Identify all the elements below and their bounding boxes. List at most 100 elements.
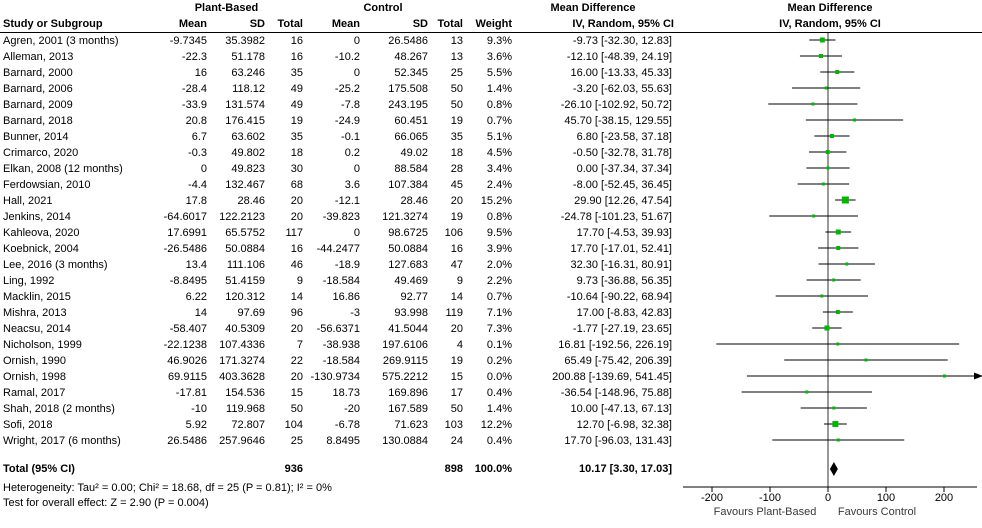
pb-sd-cell: 118.12 xyxy=(232,83,265,95)
name-cell: Nicholson, 1999 xyxy=(3,339,82,351)
c-sd-cell: 243.195 xyxy=(388,99,428,111)
pb-total-cell: 50 xyxy=(290,403,303,415)
pb-mean-cell: -0.3 xyxy=(188,147,207,159)
c-sd-cell: 49.469 xyxy=(394,275,428,287)
total-weight: 100.0% xyxy=(474,463,512,475)
c-mean-cell: -24.9 xyxy=(334,115,360,127)
c-sd-cell: 49.02 xyxy=(400,147,428,159)
weight-cell: 5.5% xyxy=(486,67,512,79)
ci-cell: 29.90 [12.26, 47.54] xyxy=(574,195,672,207)
name-cell: Barnard, 2000 xyxy=(3,67,73,79)
weight-cell: 1.4% xyxy=(486,403,512,415)
name-cell: Shah, 2018 (2 months) xyxy=(3,403,115,415)
weight-cell: 9.3% xyxy=(486,35,512,47)
pb-mean-cell: 17.8 xyxy=(185,195,207,207)
weight-cell: 0.4% xyxy=(486,435,512,447)
md-column-subtitle: IV, Random, 95% CI xyxy=(572,18,674,30)
pb-sd-cell: 72.807 xyxy=(231,419,265,431)
pb-sd-cell: 51.4159 xyxy=(225,275,265,287)
c-total-cell: 106 xyxy=(444,227,463,239)
axis-tick-label: 100 xyxy=(877,492,895,504)
favours-right-label: Favours Control xyxy=(838,506,916,518)
pb-sd-cell: 119.968 xyxy=(226,403,265,415)
name-cell: Neacsu, 2014 xyxy=(3,323,71,335)
column-group-experimental: Plant-Based xyxy=(194,2,259,14)
pb-sd-cell: 49.802 xyxy=(231,147,265,159)
pb-total-cell: 9 xyxy=(296,275,303,287)
pb-mean-cell: 13.4 xyxy=(185,259,207,271)
pb-total-cell: 35 xyxy=(290,131,303,143)
pb-mean-cell: -9.7345 xyxy=(169,35,207,47)
table-row: Barnard, 2000 16 63.246 35 0 52.345 25 5.5% 16.0… xyxy=(0,65,982,81)
name-cell: Ling, 1992 xyxy=(3,275,55,287)
ci-cell: 17.70 [-4.53, 39.93] xyxy=(576,227,672,239)
c-total-cell: 45 xyxy=(450,179,463,191)
weight-cell: 15.2% xyxy=(480,195,512,207)
name-cell: Lee, 2016 (3 months) xyxy=(3,259,108,271)
c-sd-cell: 50.0884 xyxy=(388,243,428,255)
table-row: Kahleova, 2020 17.6991 65.5752 117 0 98.6725 1… xyxy=(0,225,982,241)
c-mean-cell: -18.584 xyxy=(322,355,360,367)
name-cell: Ornish, 1998 xyxy=(3,371,66,383)
pb-total-cell: 25 xyxy=(290,435,303,447)
axis-tick-label: -100 xyxy=(759,492,781,504)
ci-cell: 10.00 [-47.13, 67.13] xyxy=(570,403,672,415)
pb-mean-header: Mean xyxy=(178,18,207,30)
ci-cell: 45.70 [-38.15, 129.55] xyxy=(564,115,672,127)
pb-sd-cell: 403.3628 xyxy=(219,371,265,383)
pb-mean-cell: 16 xyxy=(194,67,207,79)
c-sd-cell: 48.267 xyxy=(394,51,428,63)
effect-marker xyxy=(824,325,830,331)
pb-sd-cell: 154.536 xyxy=(225,387,265,399)
forest-plot-svg: -200 -100 0 100 200 Favours Plant-Based Favour… xyxy=(683,33,982,518)
c-mean-cell: -39.823 xyxy=(322,211,360,223)
pb-mean-cell: 17.6991 xyxy=(167,227,207,239)
c-total-cell: 50 xyxy=(450,99,463,111)
pb-sd-cell: 51.178 xyxy=(231,51,265,63)
name-cell: Crimarco, 2020 xyxy=(3,147,79,159)
ci-cell: 9.73 [-36.88, 56.35] xyxy=(576,275,672,287)
weight-cell: 0.8% xyxy=(486,99,512,111)
name-cell: Koebnick, 2004 xyxy=(3,243,79,255)
c-mean-cell: -18.584 xyxy=(322,275,360,287)
c-total-cell: 16 xyxy=(450,243,463,255)
heterogeneity-text: Heterogeneity: Tau² = 0.00; Chi² = 18.68… xyxy=(3,482,332,494)
axis-tick-label: -200 xyxy=(701,492,723,504)
name-cell: Bunner, 2014 xyxy=(3,131,69,143)
c-total-cell: 119 xyxy=(445,307,463,319)
axis-tick-label: 200 xyxy=(935,492,953,504)
effect-marker xyxy=(841,196,849,204)
plot-subtitle: IV, Random, 95% CI xyxy=(779,18,881,30)
ci-cell: 17.70 [-96.03, 131.43] xyxy=(564,435,672,447)
c-total-cell: 25 xyxy=(450,67,463,79)
md-column-title: Mean Difference xyxy=(550,2,636,14)
ci-cell: 16.81 [-192.56, 226.19] xyxy=(558,339,672,351)
c-total-cell: 20 xyxy=(450,195,463,207)
name-cell: Hall, 2021 xyxy=(3,195,53,207)
ci-cell: -24.78 [-101.23, 51.67] xyxy=(560,211,672,223)
pb-total-header: Total xyxy=(277,18,303,30)
c-sd-cell: 575.2212 xyxy=(382,371,428,383)
c-sd-cell: 269.9115 xyxy=(382,355,428,367)
ci-cell: -8.00 [-52.45, 36.45] xyxy=(572,179,672,191)
c-total-cell: 18 xyxy=(450,147,463,159)
name-cell: Mishra, 2013 xyxy=(3,307,67,319)
pb-total-cell: 20 xyxy=(290,195,303,207)
effect-marker xyxy=(836,438,840,442)
name-cell: Barnard, 2018 xyxy=(3,115,73,127)
c-sd-header: SD xyxy=(412,18,428,30)
pb-mean-cell: 6.7 xyxy=(191,131,207,143)
pb-sd-cell: 49.823 xyxy=(231,163,265,175)
pb-total-cell: 20 xyxy=(290,211,303,223)
pb-sd-cell: 97.69 xyxy=(237,307,265,319)
name-cell: Jenkins, 2014 xyxy=(3,211,71,223)
name-cell: Barnard, 2006 xyxy=(3,83,73,95)
c-sd-cell: 92.77 xyxy=(400,291,428,303)
pb-mean-cell: -58.407 xyxy=(169,323,207,335)
weight-cell: 0.2% xyxy=(486,355,512,367)
effect-marker xyxy=(805,390,809,394)
c-sd-cell: 121.3274 xyxy=(382,211,428,223)
name-cell: Ferdowsian, 2010 xyxy=(3,179,91,191)
c-total-cell: 17 xyxy=(450,387,463,399)
c-total-cell: 19 xyxy=(450,355,463,367)
